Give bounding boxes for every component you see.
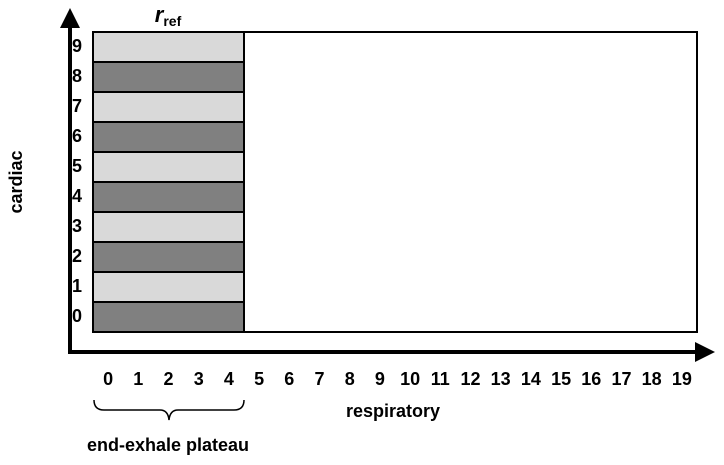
y-tick-label: 2: [72, 246, 82, 266]
x-tick-label: 16: [581, 369, 601, 389]
y-tick-label: 7: [72, 96, 82, 116]
y-tick-label: 0: [72, 306, 82, 326]
y-tick-label: 1: [72, 276, 82, 296]
x-tick-label: 4: [224, 369, 234, 389]
y-axis-label: cardiac: [6, 150, 26, 213]
x-tick-label: 6: [284, 369, 294, 389]
x-tick-label: 19: [672, 369, 692, 389]
x-tick-label: 13: [491, 369, 511, 389]
x-tick-label: 12: [460, 369, 480, 389]
x-tick-label: 5: [254, 369, 264, 389]
x-axis-label: respiratory: [346, 401, 440, 421]
y-tick-label: 5: [72, 156, 82, 176]
x-tick-label: 14: [521, 369, 541, 389]
x-tick-label: 3: [194, 369, 204, 389]
y-tick-label: 6: [72, 126, 82, 146]
plateau-label: end-exhale plateau: [87, 435, 249, 455]
x-tick-label: 1: [133, 369, 143, 389]
x-tick-label: 7: [314, 369, 324, 389]
reference-row: [92, 301, 245, 333]
y-tick-label: 8: [72, 66, 82, 86]
x-tick-label: 10: [400, 369, 420, 389]
reference-row: [92, 271, 245, 303]
x-tick-label: 0: [103, 369, 113, 389]
y-tick-label: 3: [72, 216, 82, 236]
reference-label: rref: [155, 2, 182, 29]
x-tick-label: 18: [642, 369, 662, 389]
x-tick-label: 8: [345, 369, 355, 389]
reference-row: [92, 91, 245, 123]
reference-row: [92, 121, 245, 153]
y-tick-label: 9: [72, 36, 82, 56]
x-tick-label: 11: [431, 369, 450, 389]
x-tick-label: 17: [611, 369, 631, 389]
y-tick-label: 4: [72, 186, 82, 206]
reference-row: [92, 181, 245, 213]
reference-row: [92, 151, 245, 183]
plateau-brace: [93, 399, 245, 421]
reference-row: [92, 211, 245, 243]
reference-row: [92, 31, 245, 63]
reference-row: [92, 61, 245, 93]
x-tick-label: 2: [163, 369, 173, 389]
x-tick-label: 15: [551, 369, 571, 389]
reference-row: [92, 241, 245, 273]
x-tick-label: 9: [375, 369, 385, 389]
